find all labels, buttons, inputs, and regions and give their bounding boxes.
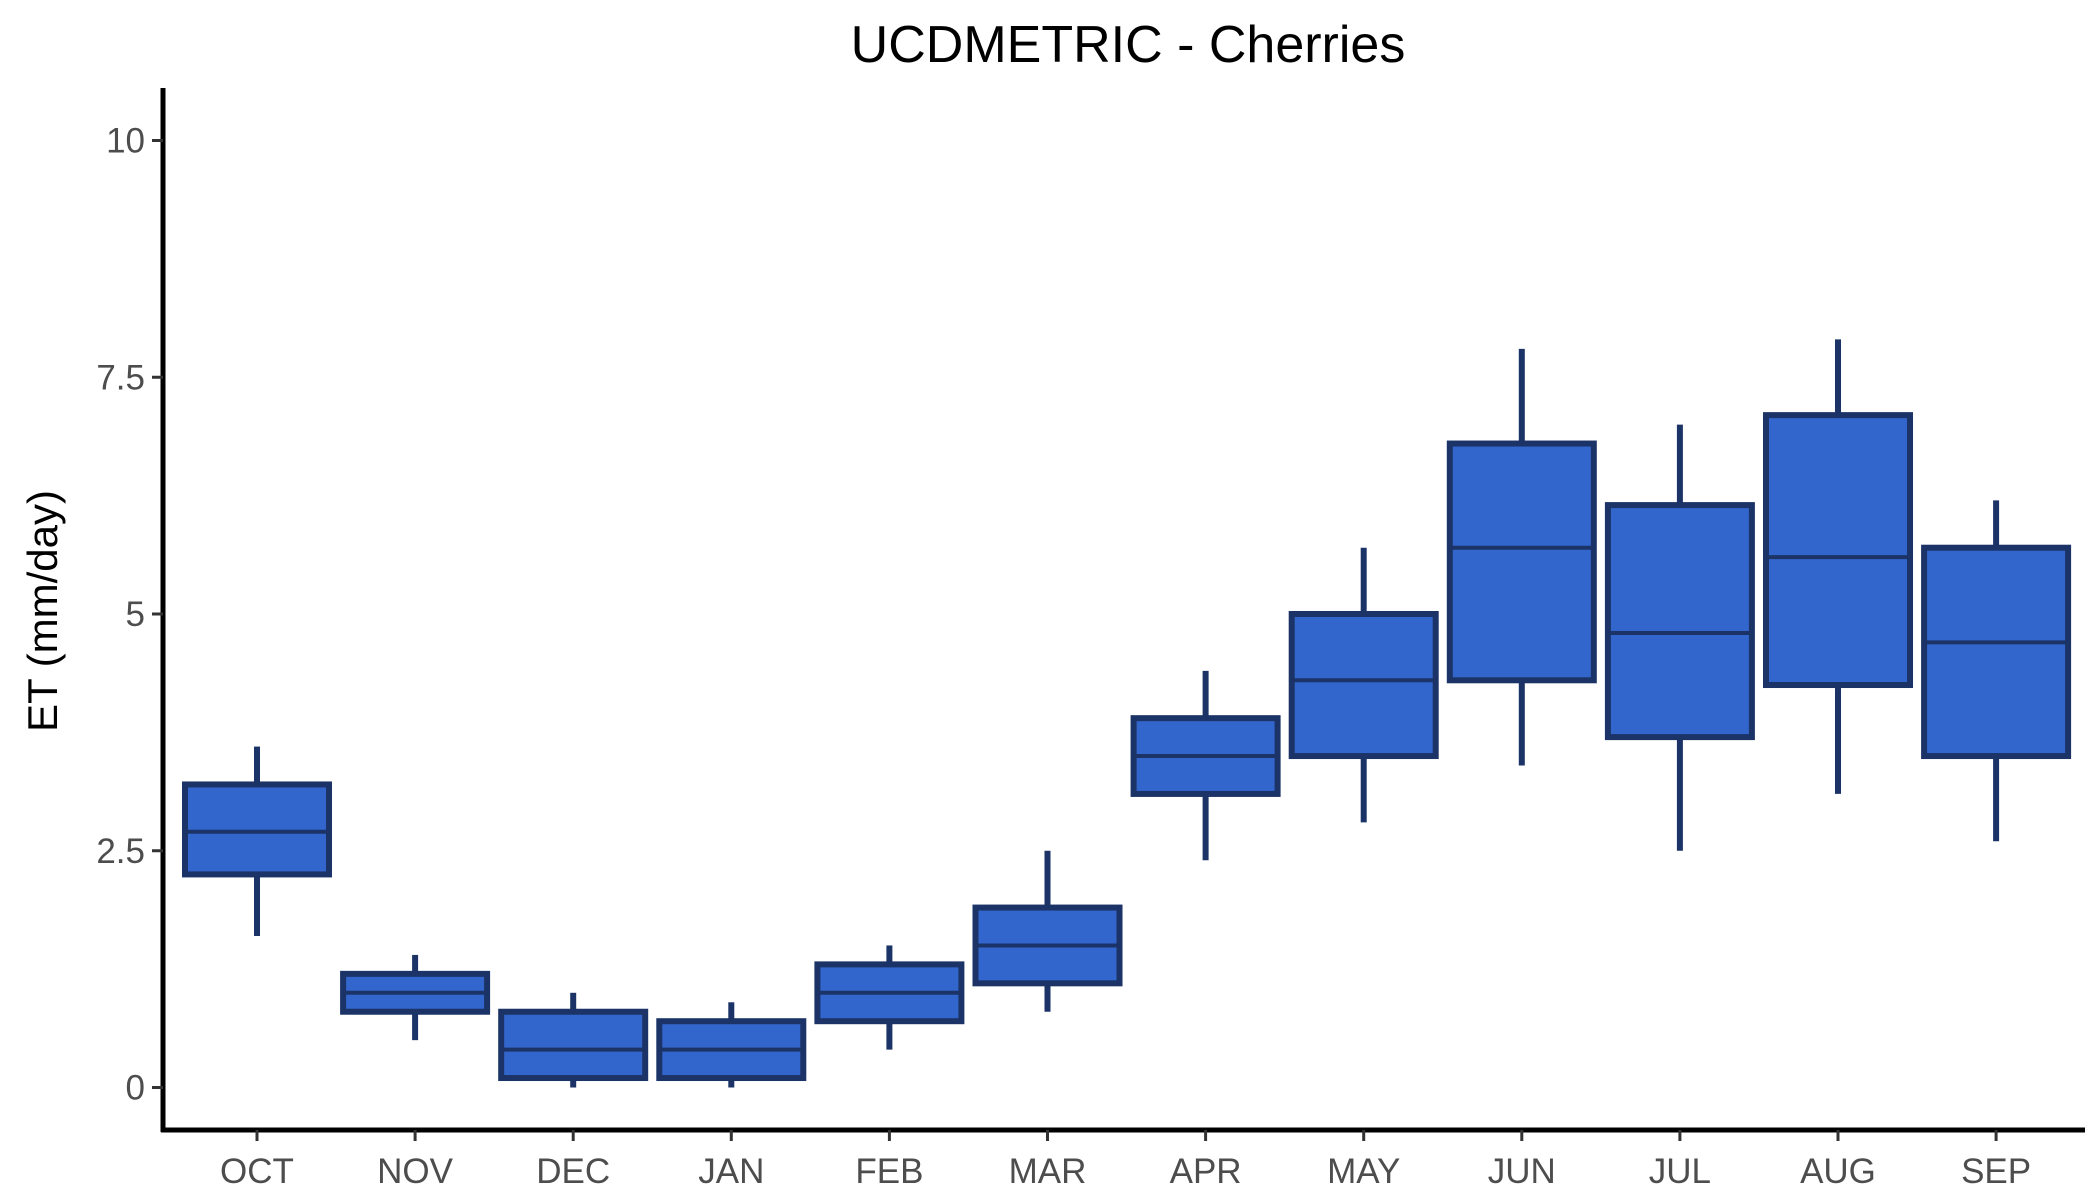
x-tick-label-nov: NOV — [377, 1152, 454, 1191]
chart-title: UCDMETRIC - Cherries — [851, 16, 1406, 74]
box-dec — [498, 1008, 649, 1082]
y-tick-label: 2.5 — [96, 832, 145, 871]
box-jul — [1604, 502, 1755, 741]
x-tick-label-oct: OCT — [220, 1152, 294, 1191]
x-tick-label-feb: FEB — [855, 1152, 923, 1191]
x-tick-label-aug: AUG — [1800, 1152, 1876, 1191]
x-tick-label-dec: DEC — [536, 1152, 610, 1191]
y-tick-label: 5 — [126, 595, 145, 634]
y-tick-label: 7.5 — [96, 358, 145, 397]
x-tick-label-mar: MAR — [1009, 1152, 1087, 1191]
x-tick-label-apr: APR — [1170, 1152, 1242, 1191]
y-tick-label: 10 — [106, 122, 145, 161]
x-tick-label-jun: JUN — [1488, 1152, 1556, 1191]
x-tick-label-sep: SEP — [1961, 1152, 2031, 1191]
x-tick-label-may: MAY — [1327, 1152, 1400, 1191]
plot-area: 0 2.5 5 7.5 10 OCT NOV DEC JAN FEB MAR APR MAY JUN JUL… — [96, 88, 2085, 1191]
y-axis-title: ET (mm/day) — [19, 490, 66, 732]
x-tick-label-jan: JAN — [698, 1152, 764, 1191]
box-sep — [1921, 544, 2072, 760]
box-oct — [182, 781, 332, 878]
x-tick-label-jul: JUL — [1649, 1152, 1711, 1191]
y-tick-label: 0 — [126, 1069, 145, 1108]
box-aug — [1763, 412, 1913, 689]
box-jun — [1446, 440, 1597, 684]
box-may — [1288, 611, 1439, 760]
